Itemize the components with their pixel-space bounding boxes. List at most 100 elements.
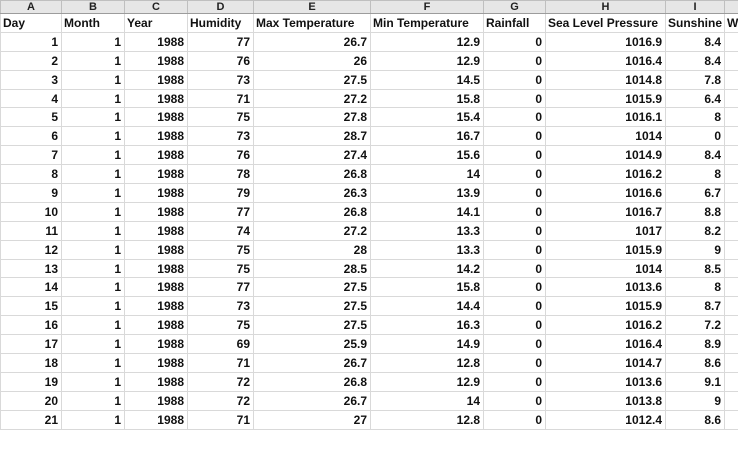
header-cell-month[interactable]: Month	[61, 13, 125, 33]
table-cell[interactable]: 77	[187, 277, 254, 298]
table-cell[interactable]: 8.6	[665, 409, 725, 430]
table-cell[interactable]	[724, 88, 738, 109]
table-cell[interactable]: 15.8	[370, 277, 484, 298]
table-cell[interactable]: 1988	[124, 107, 188, 128]
table-cell[interactable]: 27.5	[253, 315, 371, 336]
table-cell[interactable]: 8	[665, 107, 725, 128]
column-header-f[interactable]: F	[370, 0, 484, 14]
table-cell[interactable]: 0	[483, 409, 546, 430]
table-cell[interactable]: 0	[483, 334, 546, 355]
table-cell[interactable]: 27	[253, 409, 371, 430]
table-cell[interactable]: 1988	[124, 88, 188, 109]
table-cell[interactable]: 26.8	[253, 371, 371, 392]
table-cell[interactable]: 9	[665, 390, 725, 411]
table-cell[interactable]: 1017	[545, 220, 666, 241]
table-cell[interactable]: 0	[483, 145, 546, 166]
table-cell[interactable]: 72	[187, 371, 254, 392]
table-cell[interactable]: 1988	[124, 390, 188, 411]
table-cell[interactable]	[724, 126, 738, 147]
table-cell[interactable]: 0	[483, 296, 546, 317]
table-cell[interactable]: 0	[483, 220, 546, 241]
table-cell[interactable]: 1	[61, 145, 125, 166]
table-cell[interactable]: 1014.9	[545, 145, 666, 166]
table-cell[interactable]: 1988	[124, 296, 188, 317]
table-cell[interactable]: 1	[61, 315, 125, 336]
table-cell[interactable]	[724, 31, 738, 52]
table-cell[interactable]: 1988	[124, 334, 188, 355]
table-cell[interactable]: 0	[483, 107, 546, 128]
table-cell[interactable]: 8.8	[665, 201, 725, 222]
table-cell[interactable]: 1988	[124, 371, 188, 392]
table-cell[interactable]: 12	[0, 239, 62, 260]
table-cell[interactable]: 12.9	[370, 31, 484, 52]
table-cell[interactable]: 12.9	[370, 50, 484, 71]
table-cell[interactable]: 79	[187, 183, 254, 203]
table-cell[interactable]: 1988	[124, 69, 188, 90]
table-cell[interactable]: 1988	[124, 220, 188, 241]
table-cell[interactable]: 9.1	[665, 371, 725, 392]
table-cell[interactable]: 0	[483, 126, 546, 147]
table-cell[interactable]: 1988	[124, 183, 188, 203]
table-cell[interactable]: 1	[61, 126, 125, 147]
table-cell[interactable]	[724, 353, 738, 373]
table-cell[interactable]: 76	[187, 50, 254, 71]
column-header-j[interactable]	[724, 0, 738, 14]
table-cell[interactable]: 1988	[124, 126, 188, 147]
table-cell[interactable]: 14.4	[370, 296, 484, 317]
table-cell[interactable]: 19	[0, 371, 62, 392]
table-cell[interactable]	[724, 201, 738, 222]
column-header-d[interactable]: D	[187, 0, 254, 14]
table-cell[interactable]: 1988	[124, 239, 188, 260]
table-cell[interactable]: 8.7	[665, 296, 725, 317]
table-cell[interactable]: 27.5	[253, 69, 371, 90]
header-cell-w[interactable]: W	[724, 13, 738, 33]
table-cell[interactable]: 71	[187, 409, 254, 430]
table-cell[interactable]: 6	[0, 126, 62, 147]
table-cell[interactable]: 1016.4	[545, 50, 666, 71]
table-cell[interactable]: 27.4	[253, 145, 371, 166]
table-cell[interactable]: 1	[61, 409, 125, 430]
table-cell[interactable]: 0	[483, 50, 546, 71]
table-cell[interactable]: 7.8	[665, 69, 725, 90]
table-cell[interactable]: 1988	[124, 164, 188, 185]
table-cell[interactable]: 1013.6	[545, 371, 666, 392]
table-cell[interactable]: 1	[61, 183, 125, 203]
table-cell[interactable]: 1988	[124, 315, 188, 336]
table-cell[interactable]: 12.8	[370, 353, 484, 373]
table-cell[interactable]: 0	[483, 239, 546, 260]
table-cell[interactable]: 0	[483, 258, 546, 279]
table-cell[interactable]: 6.4	[665, 88, 725, 109]
table-cell[interactable]: 75	[187, 239, 254, 260]
table-cell[interactable]: 26	[253, 50, 371, 71]
table-cell[interactable]	[724, 239, 738, 260]
table-cell[interactable]: 0	[483, 353, 546, 373]
table-cell[interactable]: 75	[187, 107, 254, 128]
table-cell[interactable]: 27.2	[253, 88, 371, 109]
table-cell[interactable]: 1	[61, 390, 125, 411]
column-header-h[interactable]: H	[545, 0, 666, 14]
table-cell[interactable]: 25.9	[253, 334, 371, 355]
table-cell[interactable]: 13.9	[370, 183, 484, 203]
table-cell[interactable]: 9	[665, 239, 725, 260]
table-cell[interactable]: 27.5	[253, 277, 371, 298]
table-cell[interactable]	[724, 334, 738, 355]
table-cell[interactable]: 1016.1	[545, 107, 666, 128]
table-cell[interactable]: 1014	[545, 258, 666, 279]
table-cell[interactable]: 14.9	[370, 334, 484, 355]
table-cell[interactable]: 0	[483, 164, 546, 185]
table-cell[interactable]: 8.5	[665, 258, 725, 279]
table-cell[interactable]: 16	[0, 315, 62, 336]
table-cell[interactable]: 71	[187, 88, 254, 109]
table-cell[interactable]: 2	[0, 50, 62, 71]
table-cell[interactable]: 15.8	[370, 88, 484, 109]
table-cell[interactable]: 0	[483, 201, 546, 222]
table-cell[interactable]: 6.7	[665, 183, 725, 203]
table-cell[interactable]: 72	[187, 390, 254, 411]
table-cell[interactable]: 27.5	[253, 296, 371, 317]
table-cell[interactable]: 77	[187, 31, 254, 52]
column-header-c[interactable]: C	[124, 0, 188, 14]
header-cell-year[interactable]: Year	[124, 13, 188, 33]
table-cell[interactable]: 3	[0, 69, 62, 90]
table-cell[interactable]: 16.3	[370, 315, 484, 336]
table-cell[interactable]: 1	[61, 334, 125, 355]
